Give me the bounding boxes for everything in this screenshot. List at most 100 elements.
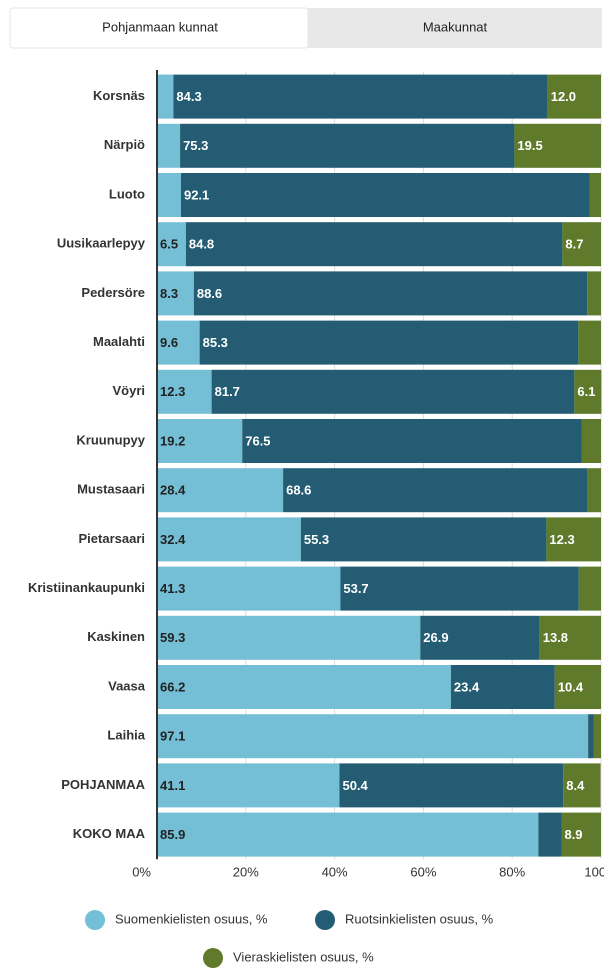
bar-segment — [211, 369, 575, 414]
x-tick-label: 100% — [584, 865, 604, 880]
bar-segment — [173, 74, 548, 119]
data-label: 26.9 — [423, 630, 448, 645]
data-label: 50.4 — [342, 778, 368, 793]
bar-segment — [420, 615, 540, 660]
bar-segment — [157, 566, 341, 611]
category-label: Korsnäs — [93, 88, 145, 103]
data-label: 13.8 — [543, 630, 568, 645]
bar-segment — [193, 271, 588, 316]
bar-segment — [554, 665, 601, 709]
bar-segment — [539, 615, 601, 660]
category-label: Luoto — [109, 186, 145, 201]
legend-label: Vieraskielisten osuus, % — [233, 949, 374, 964]
legend-label: Suomenkielisten osuus, % — [115, 911, 268, 926]
bar-segment — [561, 812, 601, 857]
category-label: Vöyri — [112, 383, 145, 398]
data-label: 32.4 — [160, 532, 186, 547]
bar-segment — [157, 173, 181, 217]
bar-segment — [157, 665, 451, 709]
bar-segment — [578, 320, 601, 365]
data-label: 66.2 — [160, 679, 185, 694]
bar-segment — [185, 222, 563, 267]
bar-segment — [547, 74, 601, 119]
data-label: 12.3 — [549, 532, 574, 547]
category-label: Kaskinen — [87, 629, 145, 644]
tab[interactable]: Maakunnat — [423, 19, 488, 34]
data-label: 8.9 — [564, 827, 582, 842]
tab[interactable]: Pohjanmaan kunnat — [102, 19, 218, 34]
legend-label: Ruotsinkielisten osuus, % — [345, 911, 494, 926]
category-label: KOKO MAA — [73, 826, 146, 841]
data-label: 59.3 — [160, 630, 185, 645]
bar-segment — [450, 665, 555, 709]
legend-swatch — [203, 948, 223, 968]
bar-segment — [157, 714, 589, 759]
data-label: 53.7 — [343, 581, 368, 596]
bar-segment — [340, 566, 579, 611]
bar-segment — [587, 271, 601, 316]
bar-segment — [180, 173, 590, 217]
category-label: Pietarsaari — [79, 531, 146, 546]
bar-segment — [199, 320, 579, 365]
category-label: POHJANMAA — [61, 777, 145, 792]
category-label: Närpiö — [104, 137, 145, 152]
x-tick-label: 60% — [410, 865, 436, 880]
bar-segment — [157, 812, 539, 857]
category-label: Kruunupyy — [76, 432, 145, 447]
bar-segment — [563, 763, 601, 808]
bar-segment — [157, 222, 186, 267]
bar-segment — [581, 419, 601, 463]
bar-segment — [514, 123, 601, 168]
bar-segment — [157, 615, 421, 660]
bar-segment — [157, 320, 200, 365]
category-label: Maalahti — [93, 334, 145, 349]
data-label: 19.2 — [160, 433, 185, 448]
data-label: 68.6 — [286, 483, 311, 498]
data-label: 28.4 — [160, 483, 186, 498]
bar-segment — [574, 369, 602, 414]
data-label: 55.3 — [304, 532, 329, 547]
data-label: 92.1 — [184, 187, 209, 202]
data-label: 41.1 — [160, 778, 185, 793]
bar-segment — [562, 222, 601, 267]
data-label: 8.4 — [566, 778, 585, 793]
x-tick-label: 40% — [322, 865, 348, 880]
data-label: 41.3 — [160, 581, 185, 596]
bar-segment — [242, 419, 582, 463]
bar-segment — [589, 173, 601, 217]
category-label: Kristiinankaupunki — [28, 580, 145, 595]
data-label: 8.3 — [160, 286, 178, 301]
x-tick-label: 80% — [499, 865, 525, 880]
bar-segment — [283, 468, 588, 513]
data-label: 88.6 — [197, 286, 222, 301]
data-label: 75.3 — [183, 138, 208, 153]
data-label: 84.3 — [176, 89, 201, 104]
category-label: Mustasaari — [77, 482, 145, 497]
x-tick-label: 0% — [132, 865, 151, 880]
category-label: Vaasa — [108, 678, 146, 693]
data-label: 8.7 — [565, 237, 583, 252]
x-tick-label: 20% — [233, 865, 259, 880]
category-label: Uusikaarlepyy — [57, 236, 146, 251]
bar-segment — [157, 419, 243, 463]
bar-segment — [538, 812, 562, 857]
bar-segment — [157, 74, 174, 119]
bar-segment — [588, 714, 594, 759]
bar-segment — [546, 517, 601, 562]
data-label: 6.1 — [577, 384, 595, 399]
data-label: 9.6 — [160, 335, 178, 350]
bar-segment — [300, 517, 547, 562]
bar-segment — [180, 123, 515, 168]
bar-segment — [593, 714, 601, 759]
tab-background[interactable] — [308, 8, 602, 48]
bar-segment — [157, 763, 340, 808]
category-label: Pedersöre — [81, 285, 145, 300]
bar-segment — [157, 271, 194, 316]
bar-segment — [339, 763, 564, 808]
bar-segment — [157, 369, 212, 414]
data-label: 10.4 — [558, 679, 584, 694]
bar-segment — [578, 566, 601, 611]
tab-active-background[interactable] — [9, 7, 309, 49]
bar-segment — [157, 517, 301, 562]
